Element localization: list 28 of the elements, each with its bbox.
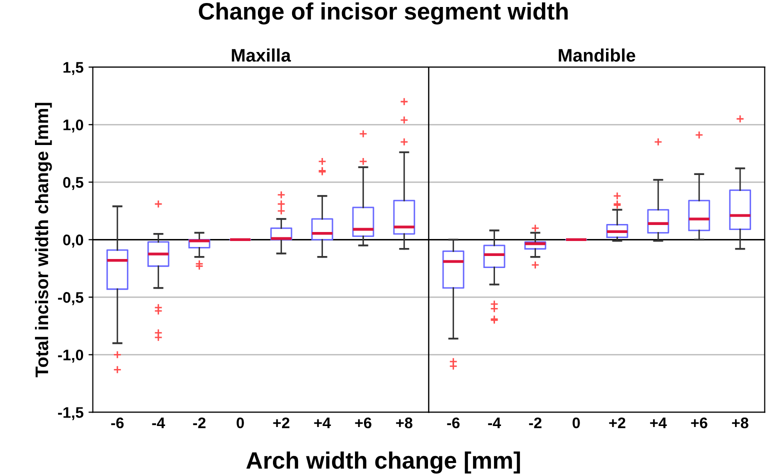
y-tick-label: 1,5 (64, 62, 84, 76)
chart-subtitle: Maxilla (232, 48, 292, 62)
x-tick-label: +4 (650, 418, 667, 428)
y-tick-label: -1,0 (58, 350, 84, 363)
y-tick-label: 0,5 (63, 177, 84, 190)
x-tick-label: +2 (273, 417, 290, 428)
x-tick-label: 0 (236, 417, 244, 428)
x-tick-label: +8 (732, 417, 748, 428)
x-axis-title: Arch width change [mm] (246, 452, 520, 474)
x-tick-label: -6 (447, 417, 460, 428)
x-tick-label: -4 (152, 418, 166, 428)
y-tick-label: -0,5 (58, 292, 84, 306)
x-tick-label: 0 (572, 417, 580, 428)
x-tick-label: -4 (488, 418, 502, 428)
x-tick-label: -2 (529, 417, 542, 428)
x-tick-label: -2 (193, 417, 206, 428)
x-tick-label: +8 (396, 417, 412, 428)
y-tick-label: 1,0 (64, 120, 84, 133)
y-tick-label: 0,0 (63, 234, 84, 248)
x-tick-label: +6 (355, 417, 372, 428)
x-tick-label: +2 (609, 417, 626, 428)
x-tick-label: -6 (111, 417, 124, 428)
chart-subtitle: Mandible (558, 48, 636, 62)
x-tick-label: +6 (691, 417, 708, 428)
chart-title: Change of incisor segment width (198, 2, 568, 24)
y-axis-title: Total incisor width change [mm] (34, 102, 52, 378)
y-tick-label: -1,5 (58, 407, 84, 420)
x-tick-label: +4 (314, 418, 331, 428)
